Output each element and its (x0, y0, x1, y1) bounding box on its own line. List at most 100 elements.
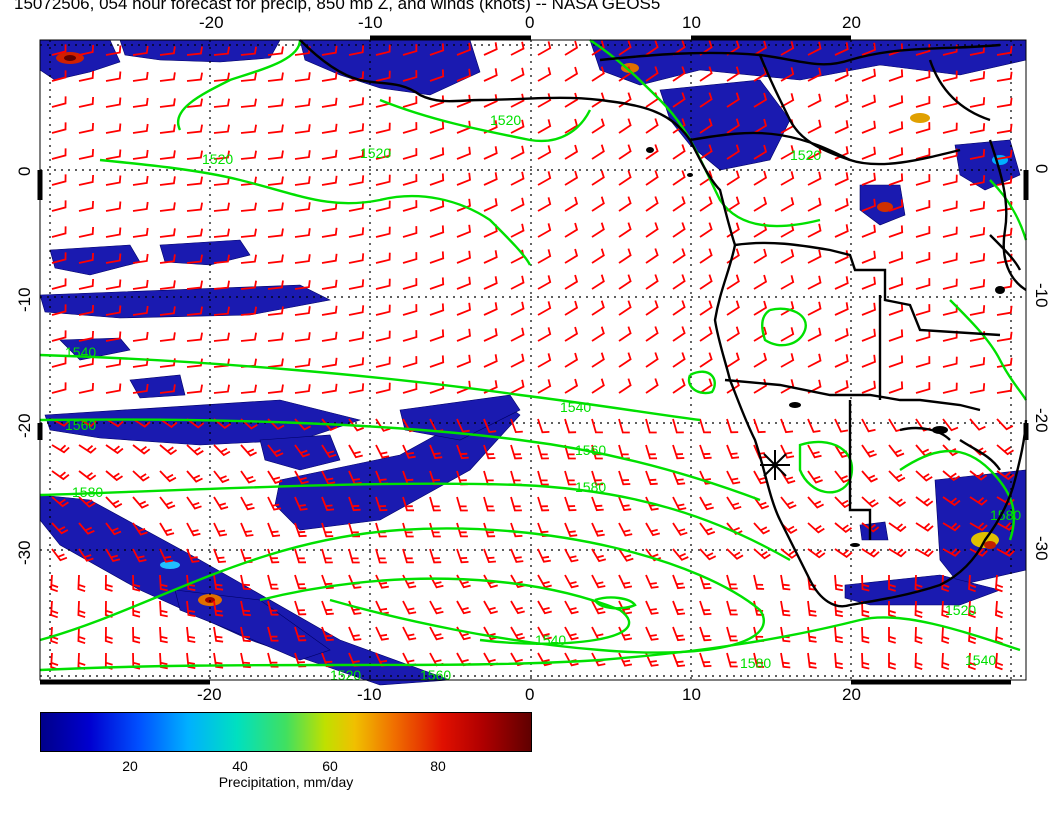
wind-barb (132, 97, 149, 108)
wind-barb (726, 496, 742, 510)
wind-barb (591, 470, 604, 486)
wind-barb (807, 41, 822, 56)
wind-barb (78, 330, 94, 342)
wind-barb (994, 652, 1004, 671)
wind-barb (186, 444, 204, 456)
wind-barb (915, 226, 931, 238)
wind-barb (294, 626, 307, 642)
wind-barb (78, 444, 97, 454)
wind-barb (294, 600, 307, 616)
wind-barb (51, 148, 67, 160)
wind-barb (402, 496, 415, 512)
wind-barb (294, 72, 311, 82)
wind-barb (186, 384, 203, 394)
wind-barb (213, 46, 230, 56)
wind-barb (834, 418, 849, 433)
wind-barb (969, 97, 986, 108)
wind-barb (564, 196, 579, 212)
contour-label: 1520 (202, 151, 233, 167)
contour-label: 1580 (575, 479, 606, 495)
wind-barb (375, 522, 387, 538)
wind-barb (186, 306, 203, 316)
frame-tick-marks (37, 35, 1029, 685)
wind-barb (861, 198, 876, 212)
wind-barb (699, 66, 713, 82)
wind-barb (294, 496, 308, 511)
wind-barb (645, 326, 659, 342)
wind-barb (537, 444, 549, 460)
wind-barb (510, 223, 525, 238)
wind-barb (861, 354, 876, 368)
wind-barb (483, 172, 498, 186)
lat-label-right: 0 (1032, 164, 1051, 173)
wind-barb (753, 652, 765, 668)
wind-barb (186, 150, 203, 160)
coastlines-and-borders (299, 39, 1028, 608)
wind-barb (645, 600, 659, 615)
wind-barb (375, 418, 391, 432)
wind-barb (267, 358, 284, 368)
wind-barb (132, 574, 141, 592)
wind-barb (132, 201, 149, 212)
wind-barb (186, 280, 203, 290)
wind-barb (672, 144, 686, 160)
wind-barb (321, 201, 338, 212)
wind-barb (213, 176, 230, 186)
wind-barb (618, 40, 632, 56)
wind-barb (645, 170, 659, 186)
wind-barb (564, 378, 579, 394)
wind-barb (51, 70, 67, 82)
wind-barb (429, 251, 445, 264)
wind-barb (888, 303, 904, 316)
wind-barb (483, 68, 498, 82)
wind-barb (699, 196, 713, 212)
wind-barb (564, 600, 579, 615)
wind-barb (969, 496, 988, 506)
wind-barb (321, 45, 338, 56)
wind-barb (321, 253, 338, 264)
wind-barb (321, 470, 336, 485)
wind-barb (78, 226, 94, 238)
wind-barb (483, 42, 498, 56)
wind-barb (699, 300, 713, 316)
wind-barb (348, 253, 365, 264)
wind-barb (375, 496, 388, 512)
colorbar-label: Precipitation, mm/day (218, 774, 354, 790)
wind-barb (699, 92, 713, 108)
wind-barb (564, 66, 579, 82)
wind-barb (159, 124, 176, 134)
wind-barb (807, 444, 822, 459)
wind-barb (942, 122, 958, 134)
wind-barb (941, 652, 950, 671)
wind-barb (132, 175, 149, 186)
wind-barb (213, 444, 231, 457)
wind-barb (591, 144, 605, 160)
wind-barb (969, 45, 986, 56)
wind-barb (105, 444, 124, 455)
contour-label: 1580 (990, 507, 1021, 523)
wind-barb (321, 279, 338, 290)
wind-barb (618, 326, 632, 342)
wind-barb (861, 470, 878, 483)
wind-barb (429, 225, 445, 238)
wind-barb (186, 254, 203, 264)
wind-barb (618, 470, 631, 486)
wind-barb (267, 384, 284, 394)
wind-barb (348, 123, 365, 134)
wind-barb (699, 352, 713, 368)
wind-barb (699, 652, 712, 668)
wind-barb (105, 45, 122, 56)
precipitation-cores (56, 52, 1008, 606)
wind-barb (861, 600, 870, 618)
wind-barb (375, 356, 391, 368)
wind-barb (213, 626, 224, 643)
wind-barb (672, 66, 686, 82)
wind-barb (672, 652, 686, 668)
wind-barb (591, 248, 605, 264)
wind-barb (77, 600, 86, 619)
wind-barb (807, 249, 822, 264)
wind-barb (996, 175, 1013, 186)
wind-barb (321, 97, 338, 108)
wind-barb (888, 199, 904, 212)
wind-barb (375, 200, 391, 212)
